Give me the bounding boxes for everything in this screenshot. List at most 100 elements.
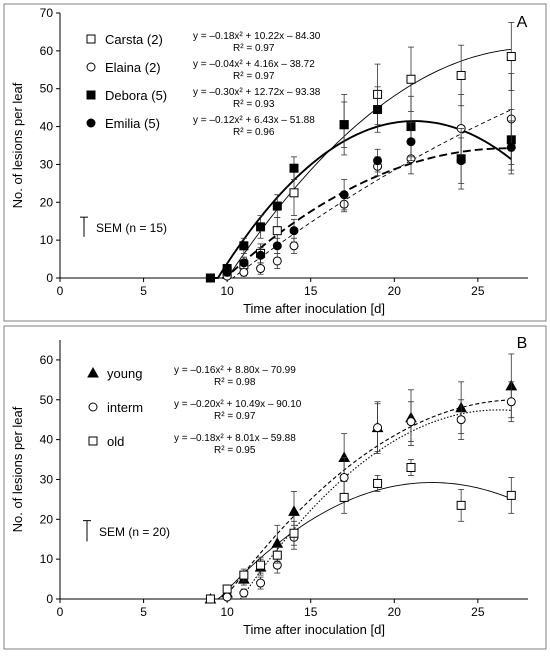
y-tick-label: 40 bbox=[40, 120, 54, 134]
point-old bbox=[339, 492, 349, 502]
point-emilia bbox=[239, 258, 249, 268]
point-interm bbox=[239, 588, 249, 598]
y-tick-label: 50 bbox=[40, 82, 54, 96]
fit-line-young bbox=[210, 399, 512, 600]
x-tick-label: 20 bbox=[388, 605, 402, 619]
equation-debora: y = –0.30x² + 12.72x – 93.38 bbox=[193, 87, 321, 98]
point-elaina bbox=[239, 267, 249, 277]
panel-label: A bbox=[517, 14, 528, 31]
point-old bbox=[373, 478, 383, 488]
y-tick-label: 50 bbox=[40, 393, 54, 407]
fit-line-debora bbox=[210, 120, 512, 279]
x-tick-label: 10 bbox=[220, 284, 234, 298]
point-old bbox=[456, 500, 466, 510]
legend-marker-emilia bbox=[86, 118, 96, 128]
r-squared-old: R² = 0.95 bbox=[214, 445, 256, 456]
y-tick-label: 40 bbox=[40, 433, 54, 447]
equation-young: y = –0.16x² + 8.80x – 70.99 bbox=[174, 365, 296, 376]
legend-label-carsta: Carsta (2) bbox=[105, 32, 163, 47]
x-tick-label: 15 bbox=[304, 605, 318, 619]
sem-label: SEM (n = 15) bbox=[96, 221, 167, 235]
equation-emilia: y = –0.12x² + 6.43x – 51.88 bbox=[193, 115, 315, 126]
legend-label-old: old bbox=[107, 434, 124, 449]
panel-B: 0 5 10 15 20 25 0 10 20 30 40 50 60 Time after inocul… bbox=[3, 325, 547, 650]
point-old bbox=[289, 528, 299, 538]
legend-label-elaina: Elaina (2) bbox=[105, 60, 161, 75]
y-tick-label: 60 bbox=[40, 44, 54, 58]
legend-marker-old bbox=[88, 436, 98, 446]
fit-line-emilia bbox=[210, 147, 512, 279]
x-tick-label: 25 bbox=[471, 605, 485, 619]
sem-label: SEM (n = 20) bbox=[99, 525, 170, 539]
y-tick-label: 60 bbox=[40, 353, 54, 367]
point-old bbox=[256, 560, 266, 570]
r-squared-carsta: R² = 0.97 bbox=[233, 43, 275, 54]
point-carsta bbox=[456, 70, 466, 80]
point-carsta bbox=[289, 188, 299, 198]
point-interm bbox=[373, 423, 383, 433]
y-axis-label: No. of lesions per leaf bbox=[10, 406, 25, 532]
point-old bbox=[506, 490, 516, 500]
equation-carsta: y = –0.18x² + 10.22x – 84.30 bbox=[193, 31, 321, 42]
x-tick-label: 5 bbox=[140, 284, 147, 298]
point-emilia bbox=[339, 190, 349, 200]
point-interm bbox=[506, 397, 516, 407]
equation-interm: y = –0.20x² + 10.49x – 90.10 bbox=[174, 399, 302, 410]
point-interm bbox=[222, 592, 232, 602]
point-emilia bbox=[456, 156, 466, 166]
point-debora bbox=[289, 163, 299, 173]
point-interm bbox=[406, 417, 416, 427]
point-old bbox=[406, 463, 416, 473]
x-tick-label: 10 bbox=[220, 605, 234, 619]
point-emilia bbox=[373, 156, 383, 166]
point-young bbox=[288, 505, 300, 516]
point-debora bbox=[272, 201, 282, 211]
point-carsta bbox=[272, 226, 282, 236]
point-emilia bbox=[289, 226, 299, 236]
equation-elaina: y = –0.04x² + 4.16x – 38.72 bbox=[193, 59, 315, 70]
panel-A: 0 5 10 15 20 25 0 10 20 30 40 50 60 70 Time after inoc… bbox=[3, 3, 547, 322]
legend-marker-elaina bbox=[86, 62, 96, 72]
point-elaina bbox=[256, 264, 266, 274]
panel-label: B bbox=[517, 335, 528, 352]
x-tick-label: 25 bbox=[471, 284, 485, 298]
point-old bbox=[222, 584, 232, 594]
point-debora bbox=[256, 222, 266, 232]
fit-line-carsta bbox=[210, 48, 512, 279]
fit-line-old bbox=[210, 482, 512, 600]
r-squared-elaina: R² = 0.97 bbox=[233, 71, 275, 82]
point-elaina bbox=[272, 256, 282, 266]
point-debora bbox=[373, 105, 383, 115]
point-emilia bbox=[256, 250, 266, 260]
point-old bbox=[272, 550, 282, 560]
point-emilia bbox=[272, 241, 282, 251]
equation-old: y = –0.18x² + 8.01x – 59.88 bbox=[174, 433, 296, 444]
y-tick-label: 0 bbox=[46, 271, 53, 285]
r-squared-interm: R² = 0.97 bbox=[214, 411, 256, 422]
x-tick-label: 0 bbox=[57, 605, 64, 619]
legend-label-debora: Debora (5) bbox=[105, 88, 167, 103]
point-debora bbox=[239, 241, 249, 251]
panel-frame bbox=[3, 3, 547, 322]
point-old bbox=[205, 594, 215, 604]
r-squared-debora: R² = 0.93 bbox=[233, 99, 275, 110]
y-tick-label: 30 bbox=[40, 472, 54, 486]
y-tick-label: 0 bbox=[46, 592, 53, 606]
point-emilia bbox=[506, 142, 516, 152]
legend-label-emilia: Emilia (5) bbox=[105, 116, 160, 131]
x-tick-label: 0 bbox=[57, 284, 64, 298]
legend-marker-young bbox=[87, 366, 99, 378]
point-interm bbox=[339, 472, 349, 482]
point-carsta bbox=[506, 52, 516, 62]
r-squared-young: R² = 0.98 bbox=[214, 377, 256, 388]
legend-marker-interm bbox=[88, 402, 98, 412]
point-elaina bbox=[289, 241, 299, 251]
y-tick-label: 70 bbox=[40, 6, 54, 20]
x-axis-label: Time after inoculation [d] bbox=[243, 301, 385, 316]
point-emilia bbox=[406, 137, 416, 147]
y-tick-label: 20 bbox=[40, 195, 54, 209]
y-tick-label: 20 bbox=[40, 512, 54, 526]
x-tick-label: 15 bbox=[304, 284, 318, 298]
